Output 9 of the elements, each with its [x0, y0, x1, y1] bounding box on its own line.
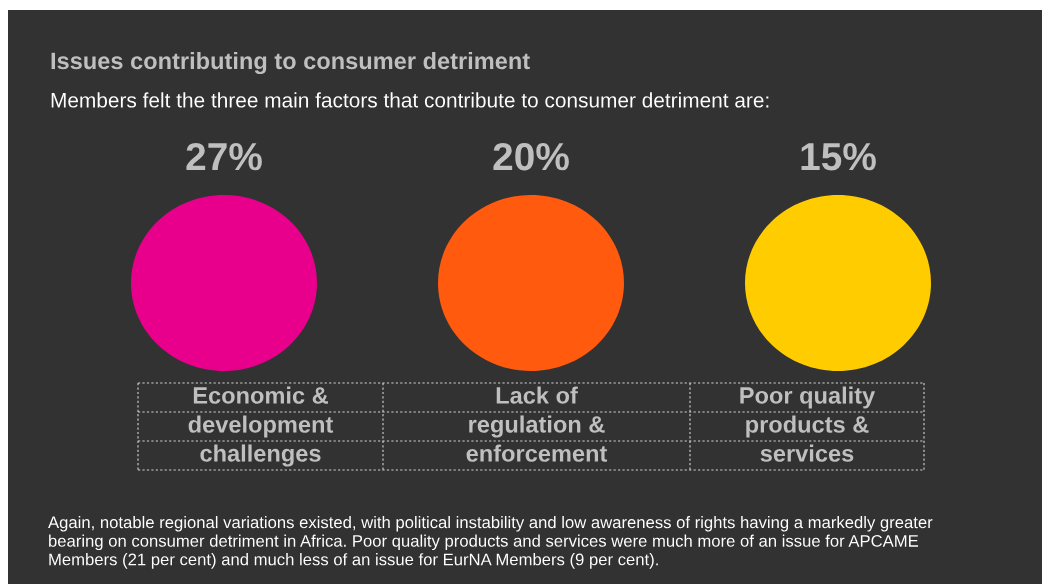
data-label: 20% [493, 142, 569, 171]
category-label: Economic & development challenges [188, 386, 334, 467]
category-label: Poor quality products & services [740, 386, 876, 462]
data-label: 15% [801, 143, 876, 171]
text: Members felt the three main factors that contribute to consumer detriment are: [51, 92, 769, 108]
data-label: 27% [186, 142, 262, 171]
text: Issues contributing to consumer detriment [51, 51, 530, 75]
category-label: Lack of regulation & enforcement [466, 386, 608, 462]
text: Again, notable regional variations existed, with political instability and low awareness of rights having a markedly greater bearing on consumer detriment in Africa. Poor quality products and services were much more of an issue for APCAME Members (21 per cent) and much less of an issue for EurNA Members (9 per cent). [48, 516, 933, 569]
